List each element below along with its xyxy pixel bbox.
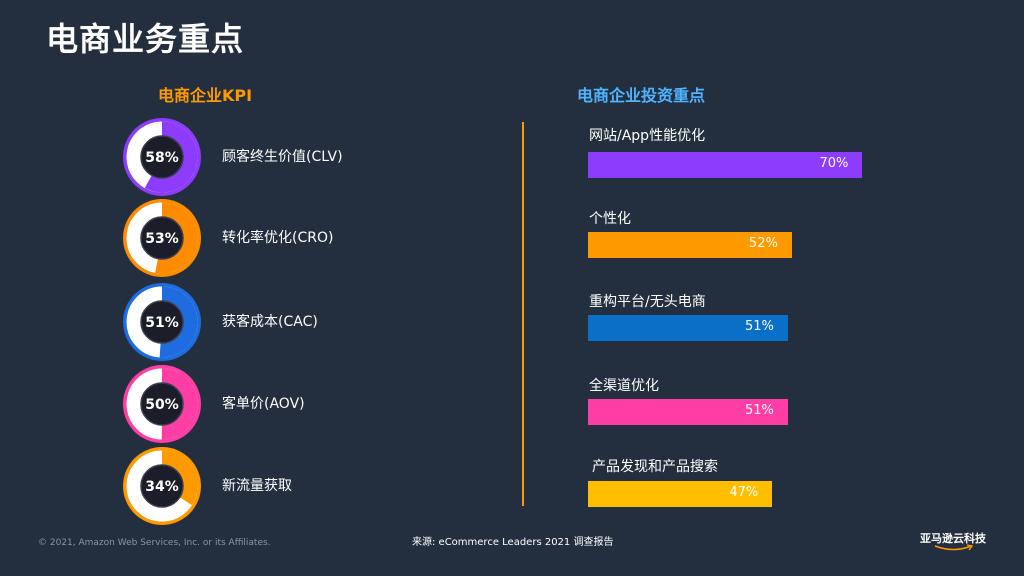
- investment-section-title: 电商企业投资重点: [577, 86, 706, 105]
- brand-logo: 亚马逊云科技: [920, 530, 1000, 552]
- page-title: 电商业务重点: [46, 20, 245, 58]
- copyright-text: © 2021, Amazon Web Services, Inc. or its…: [38, 538, 271, 548]
- kpi-item: 34% 新流量获取: [122, 446, 422, 526]
- kpi-label: 客单价(AOV): [222, 396, 305, 412]
- bar-value-label: 70%: [819, 156, 849, 171]
- kpi-item: 58% 顾客终生价值(CLV): [122, 117, 422, 197]
- donut-value-label: 53%: [145, 231, 179, 247]
- bar-value-label: 51%: [745, 319, 774, 334]
- donut-value-label: 51%: [145, 315, 179, 331]
- kpi-donut: 53%: [123, 199, 201, 277]
- donut-center: [140, 464, 184, 508]
- donut-center: [140, 216, 184, 260]
- kpi-label: 获客成本(CAC): [222, 314, 318, 330]
- donut-center: [140, 300, 184, 344]
- kpi-item: 51% 获客成本(CAC): [122, 282, 422, 362]
- brand-name: 亚马逊云科技: [920, 532, 986, 545]
- donut-center: [140, 382, 184, 426]
- donut-value-label: 34%: [145, 479, 179, 495]
- kpi-donut: 50%: [123, 365, 201, 443]
- donut-center: [140, 135, 184, 179]
- bar: 51%: [588, 315, 788, 341]
- bar-category-label: 个性化: [589, 211, 631, 227]
- bar-value-label: 51%: [745, 403, 774, 418]
- bar-category-label: 网站/App性能优化: [589, 128, 706, 144]
- kpi-item: 53% 转化率优化(CRO): [122, 198, 422, 278]
- kpi-label: 新流量获取: [222, 478, 292, 494]
- bar: 52%: [588, 232, 792, 258]
- bar-value-label: 47%: [729, 485, 759, 500]
- bar-category-label: 全渠道优化: [589, 378, 659, 394]
- bar: 70%: [588, 152, 863, 178]
- donut-value-arc: [126, 286, 198, 358]
- bar: 47%: [588, 481, 773, 507]
- kpi-donut: 51%: [123, 283, 201, 361]
- kpi-donut: 58%: [123, 118, 201, 196]
- source-text: 来源: eCommerce Leaders 2021 调查报告: [412, 537, 614, 548]
- donut-value-arc: [126, 368, 198, 440]
- donut-value-arc: [126, 202, 198, 274]
- kpi-label: 转化率优化(CRO): [222, 230, 334, 246]
- kpi-item: 50% 客单价(AOV): [122, 364, 422, 444]
- kpi-label: 顾客终生价值(CLV): [222, 149, 343, 165]
- donut-value-label: 50%: [145, 397, 179, 413]
- bar: 51%: [588, 399, 788, 425]
- donut-value-arc: [126, 450, 198, 522]
- kpi-section-title: 电商企业KPI: [158, 86, 253, 105]
- smile-arrow-icon: [934, 544, 974, 551]
- donut-value-arc: [126, 121, 198, 193]
- bar-category-label: 重构平台/无头电商: [589, 294, 706, 310]
- bar-value-label: 52%: [748, 236, 778, 251]
- kpi-donut: 34%: [123, 447, 201, 525]
- bar-category-label: 产品发现和产品搜索: [592, 459, 718, 475]
- section-divider: [522, 122, 524, 506]
- donut-value-label: 58%: [145, 150, 179, 166]
